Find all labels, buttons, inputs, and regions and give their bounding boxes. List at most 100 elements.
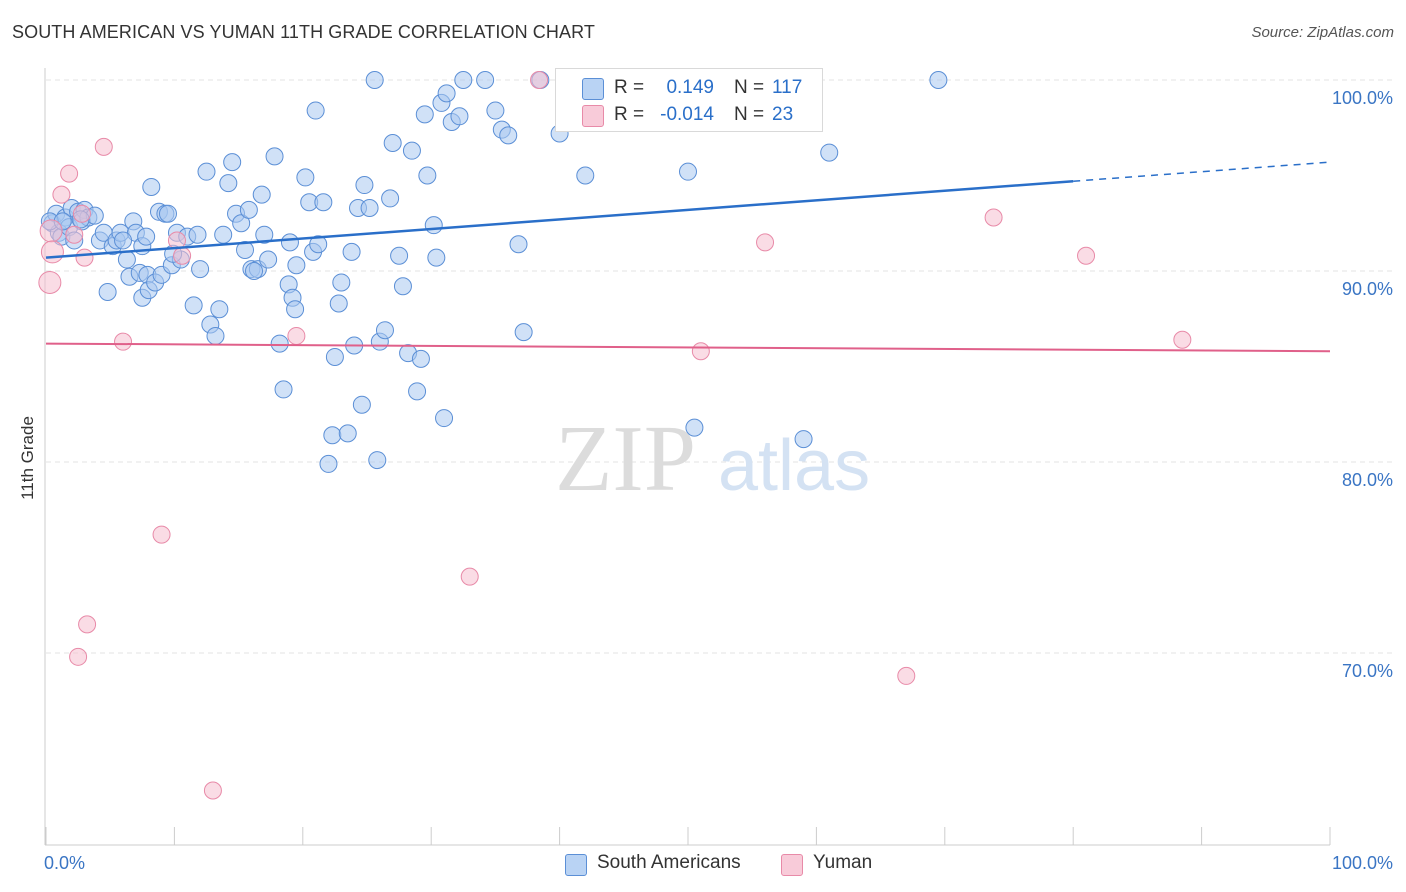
data-point-south-americans <box>375 321 394 340</box>
data-point-south-americans <box>332 273 351 292</box>
data-point-south-americans <box>427 248 446 267</box>
data-point-south-americans <box>411 349 430 368</box>
data-point-south-americans <box>514 323 533 342</box>
data-point-south-americans <box>188 225 207 244</box>
data-point-south-americans <box>214 225 233 244</box>
data-point-south-americans <box>197 162 216 181</box>
data-point-south-americans <box>265 147 284 166</box>
data-point-yuman <box>114 332 133 351</box>
data-point-south-americans <box>342 242 361 261</box>
data-point-yuman <box>60 164 79 183</box>
data-point-south-americans <box>355 176 374 195</box>
data-point-south-americans <box>309 235 328 254</box>
data-point-south-americans <box>499 126 518 145</box>
legend-n-value: 23 <box>772 104 794 125</box>
data-point-south-americans <box>393 277 412 296</box>
data-point-yuman <box>39 219 63 243</box>
data-point-south-americans <box>236 240 255 259</box>
data-point-south-americans <box>820 143 839 162</box>
data-point-yuman <box>984 208 1003 227</box>
data-point-south-americans <box>368 451 387 470</box>
legend-row-south-americans: R = 0.149 N = 117 <box>556 75 822 101</box>
data-point-south-americans <box>679 162 697 181</box>
data-point-south-americans <box>576 166 595 185</box>
data-point-south-americans <box>365 71 384 89</box>
legend-n-value: 117 <box>772 77 803 98</box>
data-point-south-americans <box>239 200 258 219</box>
legend-r-label: R = <box>614 104 645 125</box>
data-point-south-americans <box>252 185 271 204</box>
data-point-yuman <box>65 225 84 244</box>
stats-legend: R = 0.149 N = 117 R = -0.014 N = 23 <box>555 68 823 132</box>
data-point-yuman <box>287 326 306 345</box>
legend-n-label: N = <box>734 104 765 125</box>
data-point-south-americans <box>352 395 371 414</box>
data-point-south-americans <box>206 326 225 345</box>
legend-r-value: -0.014 <box>660 104 714 125</box>
data-point-south-americans <box>685 418 704 437</box>
data-point-south-americans <box>418 166 437 185</box>
y-tick-label: 70.0% <box>1342 661 1393 681</box>
watermark: ZIP atlas <box>555 407 870 511</box>
data-point-south-americans <box>184 296 203 315</box>
data-point-south-americans <box>437 84 456 103</box>
data-point-south-americans <box>274 380 293 399</box>
data-point-yuman <box>38 270 62 294</box>
data-point-yuman <box>1077 246 1096 265</box>
data-point-south-americans <box>424 216 443 235</box>
data-point-south-americans <box>270 334 289 353</box>
data-point-south-americans <box>319 454 338 473</box>
data-point-yuman <box>1173 330 1192 349</box>
grid <box>46 79 1392 654</box>
data-point-yuman <box>40 240 64 264</box>
y-tick-label: 90.0% <box>1342 279 1393 299</box>
data-point-yuman <box>52 185 71 204</box>
data-point-south-americans <box>232 214 251 233</box>
legend-n-label: N = <box>734 77 765 98</box>
trend-line-south-americans-extension <box>1073 161 1331 182</box>
y-tick-label: 80.0% <box>1342 470 1393 490</box>
legend-swatch-blue <box>565 854 587 876</box>
data-point-yuman <box>756 233 775 252</box>
data-point-yuman <box>691 342 710 361</box>
legend-label-south-americans: South Americans <box>597 852 741 873</box>
chart-title: SOUTH AMERICAN VS YUMAN 11TH GRADE CORRE… <box>12 22 595 42</box>
data-point-yuman <box>460 567 479 586</box>
data-point-yuman <box>152 525 171 544</box>
data-point-yuman <box>75 248 94 267</box>
y-tick-label: 100.0% <box>1332 88 1393 108</box>
legend-r-value: 0.149 <box>666 77 714 98</box>
legend-swatch-pink <box>582 105 604 127</box>
data-point-south-americans <box>219 174 238 193</box>
data-point-south-americans <box>137 227 156 246</box>
data-point-yuman <box>94 137 113 156</box>
legend-swatch-pink <box>781 854 803 876</box>
data-point-south-americans <box>287 256 306 275</box>
data-point-south-americans <box>325 347 344 366</box>
data-point-south-americans <box>450 107 469 126</box>
data-point-south-americans <box>415 105 434 124</box>
data-point-south-americans <box>323 426 342 445</box>
data-point-south-americans <box>286 300 305 319</box>
data-point-south-americans <box>360 198 379 217</box>
data-point-yuman <box>72 204 91 223</box>
data-point-south-americans <box>454 71 473 89</box>
legend-label-yuman: Yuman <box>813 852 873 873</box>
data-point-south-americans <box>390 246 409 265</box>
data-point-yuman <box>203 781 222 800</box>
legend-row-yuman: R = -0.014 N = 23 <box>556 102 822 128</box>
data-point-south-americans <box>245 262 264 280</box>
data-point-yuman <box>173 246 192 265</box>
data-point-south-americans <box>280 233 299 252</box>
data-point-south-americans <box>794 430 813 449</box>
data-point-south-americans <box>476 71 495 89</box>
data-point-south-americans <box>255 225 274 244</box>
axis-tick-labels: 70.0% 80.0% 90.0% 100.0% 0.0% 100.0% <box>44 88 1393 873</box>
data-point-south-americans <box>98 283 117 302</box>
data-point-south-americans <box>158 204 177 223</box>
legend-r-label: R = <box>614 77 645 98</box>
watermark-atlas: atlas <box>718 426 870 506</box>
source-label: Source: ZipAtlas.com <box>1251 24 1394 41</box>
data-point-south-americans <box>117 250 136 269</box>
